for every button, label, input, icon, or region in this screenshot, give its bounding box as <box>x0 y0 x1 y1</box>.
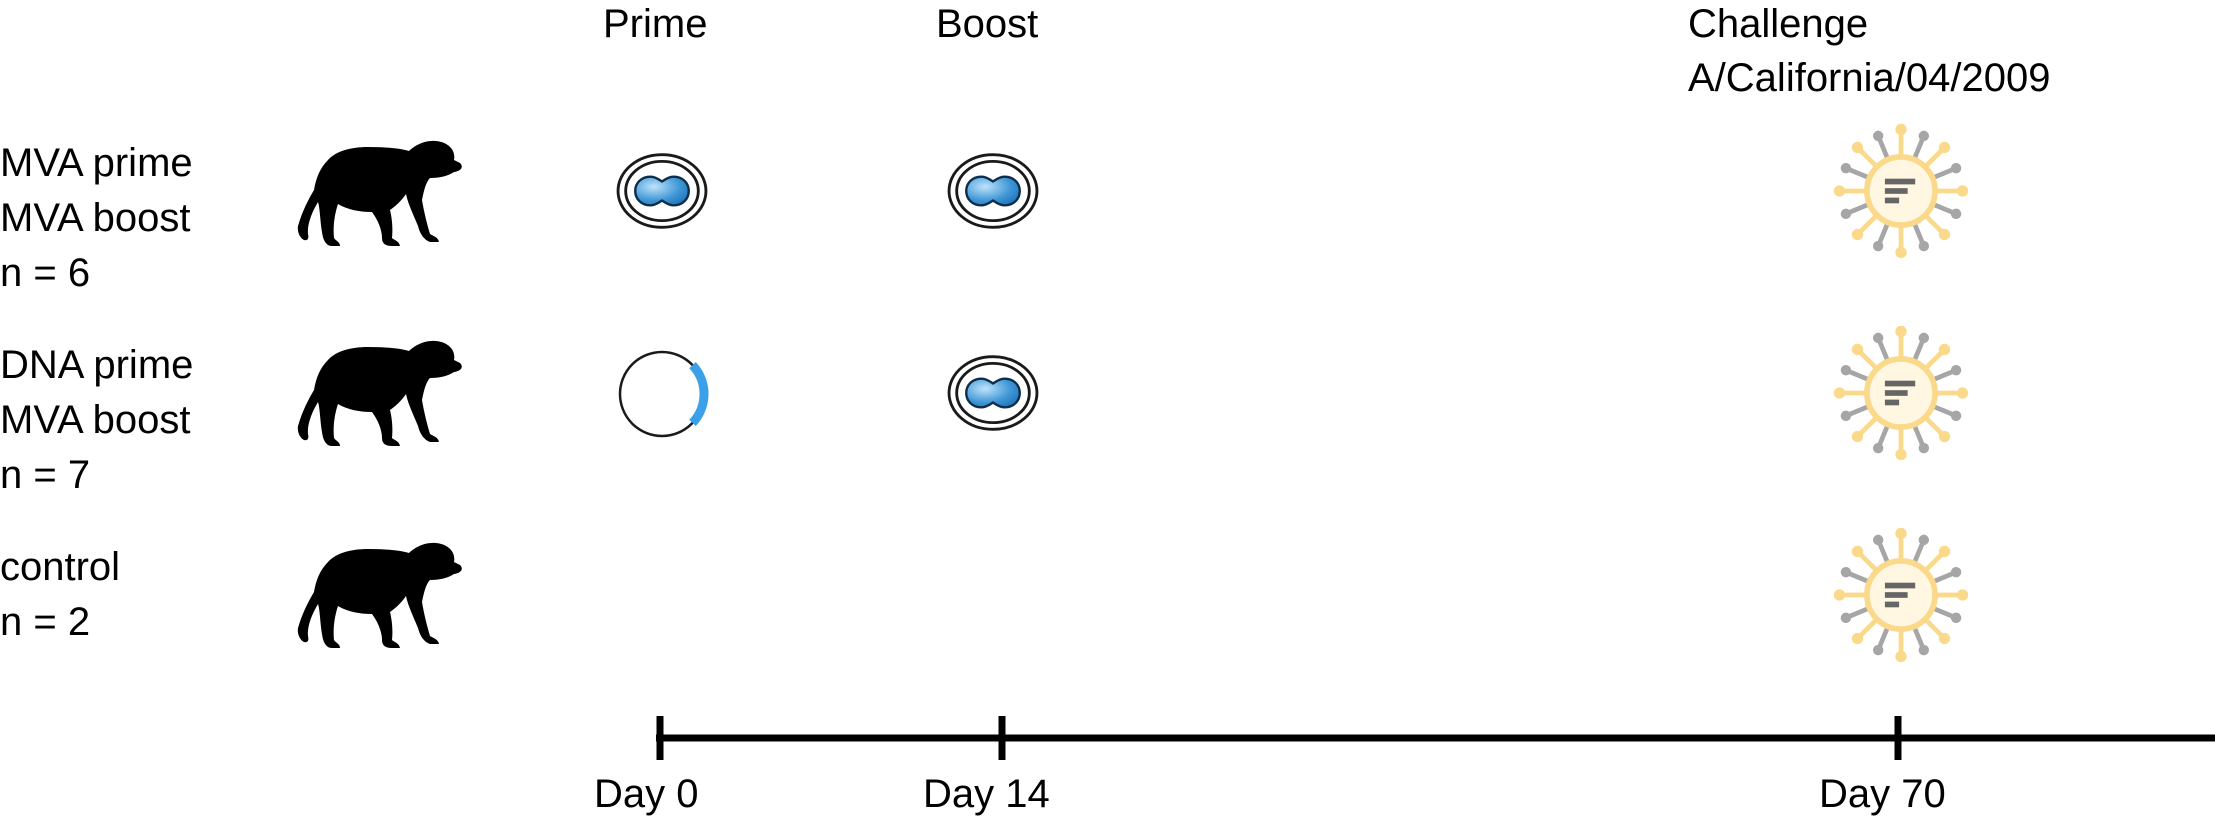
influenza-virus-icon <box>1830 524 1972 666</box>
group-size: n = 2 <box>0 600 91 644</box>
group-size: n = 6 <box>0 251 91 295</box>
boost-header: Boost <box>936 2 1039 46</box>
dna-plasmid-icon <box>618 350 709 438</box>
group-size: n = 7 <box>0 453 91 497</box>
challenge-strain: A/California/04/2009 <box>1688 56 2051 100</box>
influenza-virus-icon <box>1830 120 1972 262</box>
group-label-line: DNA prime <box>0 343 194 387</box>
challenge-header: Challenge <box>1688 2 1869 46</box>
tick-label: Day 14 <box>923 772 1050 816</box>
tick-label: Day 70 <box>1819 772 1946 816</box>
mva-virus-icon <box>614 148 710 234</box>
group-label-line: MVA prime <box>0 141 193 185</box>
monkey-silhouette-icon <box>296 540 466 650</box>
influenza-virus-icon <box>1830 322 1972 464</box>
prime-header: Prime <box>603 2 708 46</box>
monkey-silhouette-icon <box>296 138 466 248</box>
group-label-line: MVA boost <box>0 398 191 442</box>
mva-virus-icon <box>945 350 1041 436</box>
group-label-line: control <box>0 545 121 589</box>
timeline-axis <box>656 716 2215 760</box>
tick-label: Day 0 <box>594 772 699 816</box>
mva-virus-icon <box>945 148 1041 234</box>
group-label-line: MVA boost <box>0 196 191 240</box>
monkey-silhouette-icon <box>296 338 466 448</box>
